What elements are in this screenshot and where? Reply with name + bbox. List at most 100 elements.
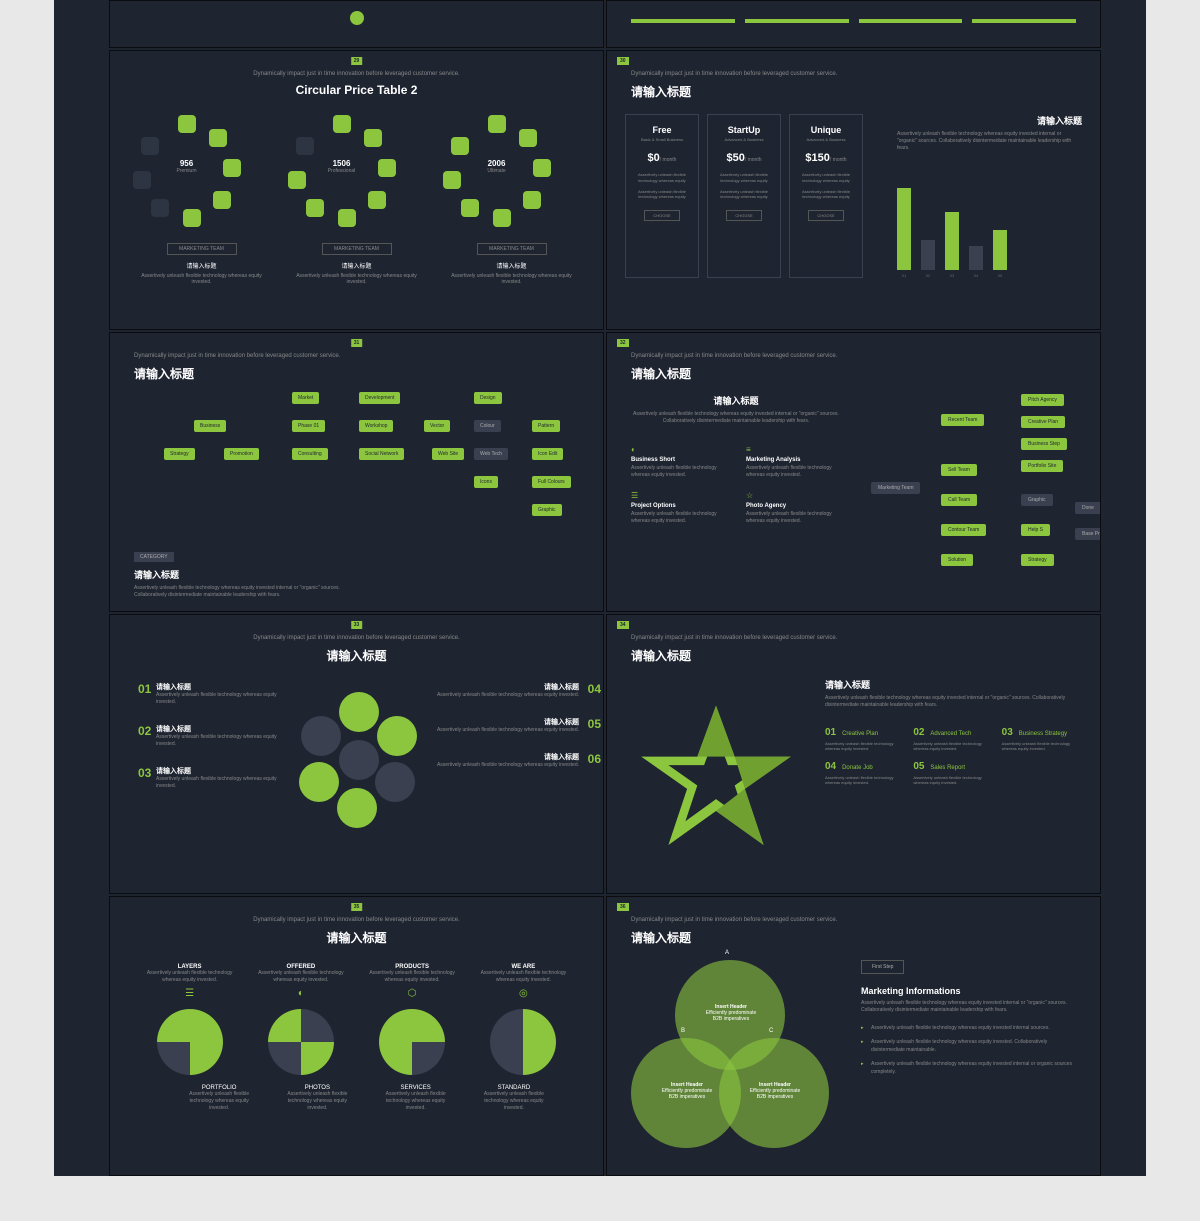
org-node: Consulting	[292, 448, 328, 460]
price-square	[213, 191, 231, 209]
plan-sub: Advanced & Business	[714, 137, 774, 142]
item-number: 04	[588, 682, 601, 696]
sub-title: 请输入标题	[825, 678, 1076, 691]
slide-subtitle: Dynamically impact just in time innovati…	[134, 353, 603, 359]
star-item: 04 Donate Job Assertively unleash flexib…	[825, 761, 899, 785]
mindmap-node: Call Team	[941, 494, 977, 506]
bullet-item: Assertively unleash flexible technology …	[861, 1024, 1076, 1032]
page-number: 29	[351, 57, 363, 65]
bar	[945, 212, 959, 270]
petal	[301, 716, 341, 756]
pie-footer: PORTFOLIOAssertively unleash flexible te…	[179, 1085, 259, 1112]
choose-button[interactable]: CHOOSE	[808, 210, 843, 221]
org-node: Workshop	[359, 420, 393, 432]
venn-label: Insert HeaderEfficiently predominate B2B…	[745, 1082, 805, 1100]
bar	[969, 246, 983, 270]
pie-item: WE AREAssertively unleash flexible techn…	[478, 964, 568, 1085]
star-item: 05 Sales Report Assertively unleash flex…	[913, 761, 987, 785]
mindmap-node: Strategy	[1021, 554, 1054, 566]
page-number: 32	[617, 339, 629, 347]
slide-circular-price: 29 Dynamically impact just in time innov…	[109, 50, 604, 330]
org-chart: MarketDevelopmentDesignBusinessPhase 01W…	[134, 392, 603, 562]
sub-desc: Assertively unleash flexible technology …	[825, 695, 1076, 709]
price-desc: Assertively unleash flexible technology …	[127, 273, 277, 285]
price-value: 2006Ultimate	[437, 159, 557, 174]
step-tag: First Step	[861, 960, 904, 974]
pie-desc: Assertively unleash flexible technology …	[145, 970, 235, 984]
star-item: 02 Advanced Tech Assertively unleash fle…	[913, 727, 987, 751]
price-square	[488, 115, 506, 133]
team-tag: MARKETING TEAM	[322, 243, 392, 255]
mindmap-node: Pitch Agency	[1021, 394, 1064, 406]
slide-stub-left	[109, 0, 604, 48]
price-square	[523, 191, 541, 209]
petal	[339, 740, 379, 780]
mindmap-node: Graphic	[1021, 494, 1053, 506]
plan-price: $50/ month	[714, 152, 774, 164]
price-value: 1506Professional	[282, 159, 402, 174]
item-label: Sales Report	[930, 765, 965, 771]
sub-title: 请输入标题	[631, 394, 841, 407]
chart-desc: Assertively unleash flexible technology …	[897, 131, 1082, 152]
item-number: 02	[913, 727, 924, 738]
bar-label: 03	[945, 273, 959, 278]
bar-chart	[897, 170, 1082, 270]
price-square	[364, 129, 382, 147]
price-square	[493, 209, 511, 227]
item-desc: Assertively unleash flexible technology …	[434, 762, 579, 769]
pricing-card[interactable]: StartUp Advanced & Business $50/ month A…	[707, 114, 781, 278]
price-square	[306, 199, 324, 217]
bullet-item: Assertively unleash flexible technology …	[861, 1060, 1076, 1076]
feature-title: Marketing Analysis	[746, 457, 841, 463]
item-desc: Assertively unleash flexible technology …	[434, 692, 579, 699]
mindmap-node: Help S	[1021, 524, 1050, 536]
slide-subtitle: Dynamically impact just in time innovati…	[110, 635, 603, 641]
item-title: 请输入标题	[434, 682, 579, 692]
bar-label: 01	[897, 273, 911, 278]
pricing-card[interactable]: Free Basic & Small Business $0/ month As…	[625, 114, 699, 278]
mindmap-node: Sell Team	[941, 464, 977, 476]
item-number: 01	[138, 682, 151, 696]
list-item: 04 请输入标题 Assertively unleash flexible te…	[434, 682, 579, 699]
slide-title: 请输入标题	[631, 83, 1100, 100]
price-square	[461, 199, 479, 217]
choose-button[interactable]: CHOOSE	[726, 210, 761, 221]
slide-title: 请输入标题	[110, 929, 603, 946]
pie-item: PRODUCTSAssertively unleash flexible tec…	[367, 964, 457, 1085]
sub-desc: Assertively unleash flexible technology …	[134, 585, 374, 599]
price-desc: Assertively unleash flexible technology …	[282, 273, 432, 285]
page-number: 30	[617, 57, 629, 65]
org-node: Web Tech	[474, 448, 508, 460]
slide-org-chart: 31 Dynamically impact just in time innov…	[109, 332, 604, 612]
bar	[921, 240, 935, 270]
item-number: 04	[825, 761, 836, 772]
org-node: Business	[194, 420, 226, 432]
venn-letter: A	[725, 950, 729, 956]
bullet-list: Assertively unleash flexible technology …	[861, 1024, 1076, 1076]
feature-title: Project Options	[631, 503, 726, 509]
petal	[339, 692, 379, 732]
slide-pricing-chart: 30 Dynamically impact just in time innov…	[606, 50, 1101, 330]
slide-grid: 29 Dynamically impact just in time innov…	[54, 0, 1146, 1176]
pie-desc: Assertively unleash flexible technology …	[367, 970, 457, 984]
item-label: Business Strategy	[1019, 731, 1067, 737]
pricing-card[interactable]: Unique Advanced & Business $150/ month A…	[789, 114, 863, 278]
item-number: 05	[588, 717, 601, 731]
venn-circle: C Insert HeaderEfficiently predominate B…	[719, 1038, 829, 1148]
item-number: 02	[138, 724, 151, 738]
stub-dot-icon	[350, 11, 364, 25]
list-item: 02 请输入标题 Assertively unleash flexible te…	[156, 724, 279, 748]
item-title: 请输入标题	[156, 766, 279, 776]
item-desc: Assertively unleash flexible technology …	[1002, 741, 1076, 751]
price-value: 956Premium	[127, 159, 247, 174]
bar	[897, 188, 911, 270]
plan-sub: Basic & Small Business	[632, 137, 692, 142]
choose-button[interactable]: CHOOSE	[644, 210, 679, 221]
bar-label: 04	[969, 273, 983, 278]
plan-desc: Assertively unleash flexible technology …	[632, 172, 692, 200]
team-tag: MARKETING TEAM	[477, 243, 547, 255]
slide-subtitle: Dynamically impact just in time innovati…	[631, 71, 1100, 77]
feature-desc: Assertively unleash flexible technology …	[746, 511, 841, 525]
slide-subtitle: Dynamically impact just in time innovati…	[631, 917, 1100, 923]
mindmap-node: Business Step	[1021, 438, 1067, 450]
